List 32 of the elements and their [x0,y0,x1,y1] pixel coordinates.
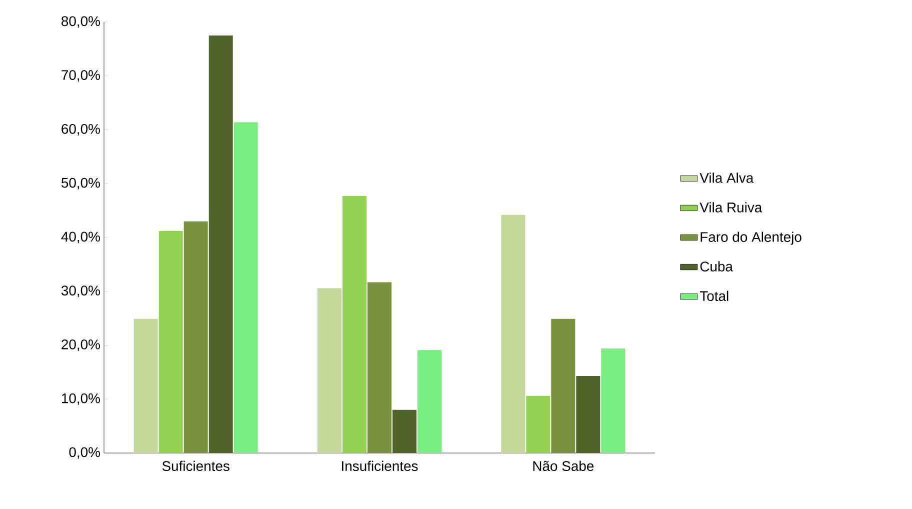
y-tick-label: 30,0% [61,286,100,298]
y-tick-label: 70,0% [62,70,100,82]
bar [418,350,442,453]
bar [392,410,416,453]
legend-label: Faro do Alentejo [700,232,802,245]
bar [158,231,183,453]
y-tick-label: 60,0% [62,124,100,136]
legend-label: Total [700,290,728,302]
bar [501,214,526,453]
bar [184,221,208,453]
x-tick-label: Suficientes [162,460,230,472]
y-tick-label: 80,0% [62,16,100,28]
bar [134,318,158,453]
y-tick-label: 20,0% [62,339,100,352]
bar [234,122,258,453]
bar [576,376,600,453]
legend-label: Cuba [700,261,733,272]
bar [368,282,392,453]
legend-label: Vila Alva [700,172,754,183]
bar [318,288,342,453]
y-tick-label: 0,0% [69,447,100,459]
bar [526,396,550,453]
y-tick-label: 50,0% [61,178,100,190]
legend-label: Vila Ruiva [700,202,762,212]
bar [551,318,576,453]
bar [342,196,366,453]
bar [601,348,626,453]
x-tick-label: Não Sabe [533,460,594,472]
y-tick-label: 10,0% [62,393,100,405]
y-tick-label: 40,0% [61,232,100,244]
bar [208,35,233,453]
x-tick-label: Insuficientes [342,460,418,472]
